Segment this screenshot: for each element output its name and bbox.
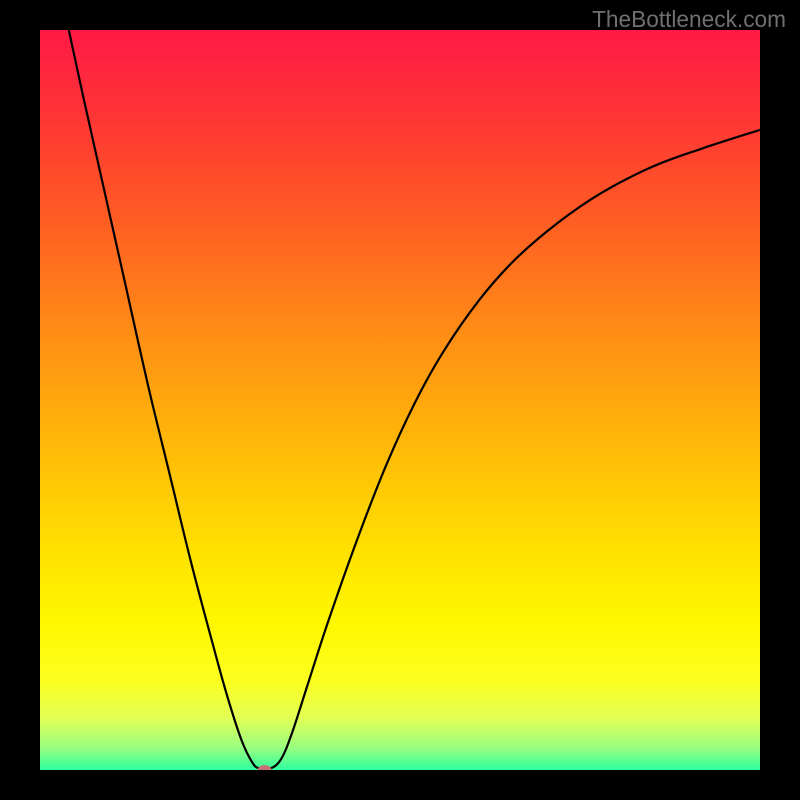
- bottleneck-curve: [69, 30, 760, 770]
- watermark-text: TheBottleneck.com: [592, 6, 786, 33]
- chart-container: TheBottleneck.com: [0, 0, 800, 800]
- plot-area: [40, 30, 760, 770]
- curve-layer-svg: [40, 30, 760, 770]
- minimum-marker: [258, 765, 272, 770]
